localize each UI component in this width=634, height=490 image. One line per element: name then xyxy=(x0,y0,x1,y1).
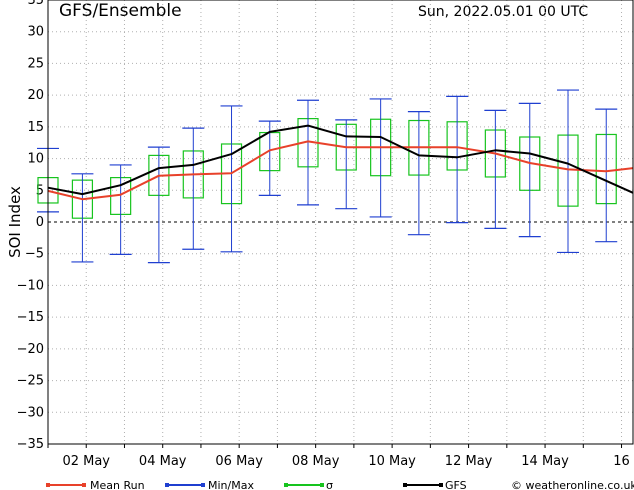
grid-lines xyxy=(47,0,633,445)
y-tick-label: −25 xyxy=(17,374,44,389)
series-lines xyxy=(47,124,634,201)
x-tick-label: 08 May xyxy=(292,454,340,469)
y-tick-label: 5 xyxy=(36,183,44,198)
y-axis-ticks: 35 30 25 20 15 10 5 0 −5 −10 −15 −20 −25 −30 −35 xyxy=(17,0,44,452)
y-tick-label: −20 xyxy=(17,342,44,357)
y-axis-label: SOI Index xyxy=(6,186,24,258)
y-tick-label: −5 xyxy=(25,247,44,262)
legend-label-min-max: Min/Max xyxy=(208,479,254,490)
y-tick-label: 30 xyxy=(27,25,44,40)
y-tick-label: 25 xyxy=(27,56,44,71)
y-tick-label: −30 xyxy=(17,405,44,420)
x-tick-label: 10 May xyxy=(368,454,416,469)
chart-title: GFS/Ensemble xyxy=(59,1,182,21)
y-tick-label: 0 xyxy=(36,215,44,230)
x-tick-label: 16 xyxy=(613,454,630,469)
legend: Mean Run Min/Max σ GFS © weatheronline.c… xyxy=(46,479,634,490)
mean-run-line xyxy=(47,140,634,201)
x-tick-label: 14 May xyxy=(521,454,569,469)
legend-mean-run: Mean Run xyxy=(46,479,145,490)
y-tick-label: 20 xyxy=(27,88,44,103)
legend-gfs: GFS xyxy=(403,479,467,490)
legend-label-mean-run: Mean Run xyxy=(90,479,145,490)
y-tick-label: 15 xyxy=(27,120,44,135)
y-tick-label: −15 xyxy=(17,310,44,325)
y-tick-label: −10 xyxy=(17,278,44,293)
x-tick-label: 02 May xyxy=(62,454,110,469)
min-max-whiskers xyxy=(37,89,618,264)
y-tick-label: 10 xyxy=(27,152,44,167)
legend-label-gfs: GFS xyxy=(445,479,467,490)
plot-frame xyxy=(47,0,634,445)
x-tick-label: 06 May xyxy=(215,454,263,469)
run-date: Sun, 2022.05.01 00 UTC xyxy=(418,4,588,20)
legend-min-max: Min/Max xyxy=(165,479,254,490)
gfs-line xyxy=(47,124,634,196)
credit-text: © weatheronline.co.uk xyxy=(511,479,634,490)
y-tick-label: −35 xyxy=(17,437,44,452)
legend-label-sigma: σ xyxy=(326,479,333,490)
legend-sigma: σ xyxy=(284,479,333,490)
y-tick-label: 35 xyxy=(27,0,44,8)
x-axis-ticks: 02 May 04 May 06 May 08 May 10 May 12 May 14 M… xyxy=(47,444,630,469)
x-tick-label: 04 May xyxy=(139,454,187,469)
x-tick-label: 12 May xyxy=(445,454,493,469)
